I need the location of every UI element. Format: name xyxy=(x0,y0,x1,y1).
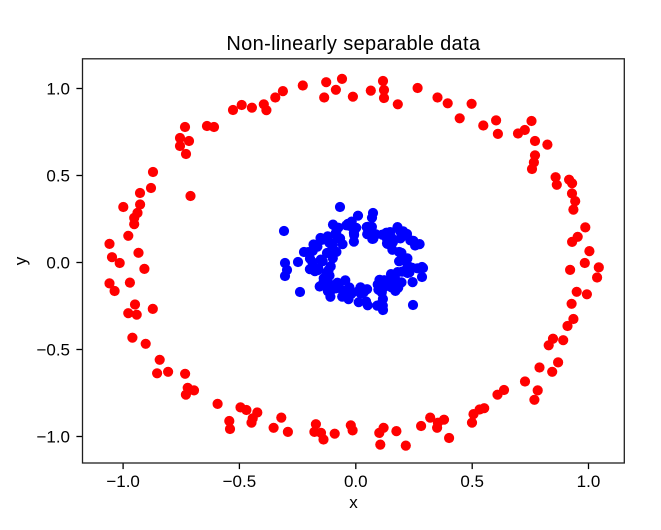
svg-text:0.0: 0.0 xyxy=(344,472,368,491)
svg-text:x: x xyxy=(349,493,358,512)
svg-text:Non-linearly separable data: Non-linearly separable data xyxy=(226,33,481,55)
svg-text:0.0: 0.0 xyxy=(46,254,70,273)
svg-text:1.0: 1.0 xyxy=(46,80,70,99)
svg-text:0.5: 0.5 xyxy=(46,167,70,186)
svg-text:0.5: 0.5 xyxy=(460,472,484,491)
svg-text:y: y xyxy=(11,256,30,265)
svg-text:−0.5: −0.5 xyxy=(223,472,257,491)
svg-text:1.0: 1.0 xyxy=(577,472,601,491)
svg-text:−0.5: −0.5 xyxy=(36,341,70,360)
svg-text:−1.0: −1.0 xyxy=(106,472,140,491)
svg-text:−1.0: −1.0 xyxy=(36,428,70,447)
